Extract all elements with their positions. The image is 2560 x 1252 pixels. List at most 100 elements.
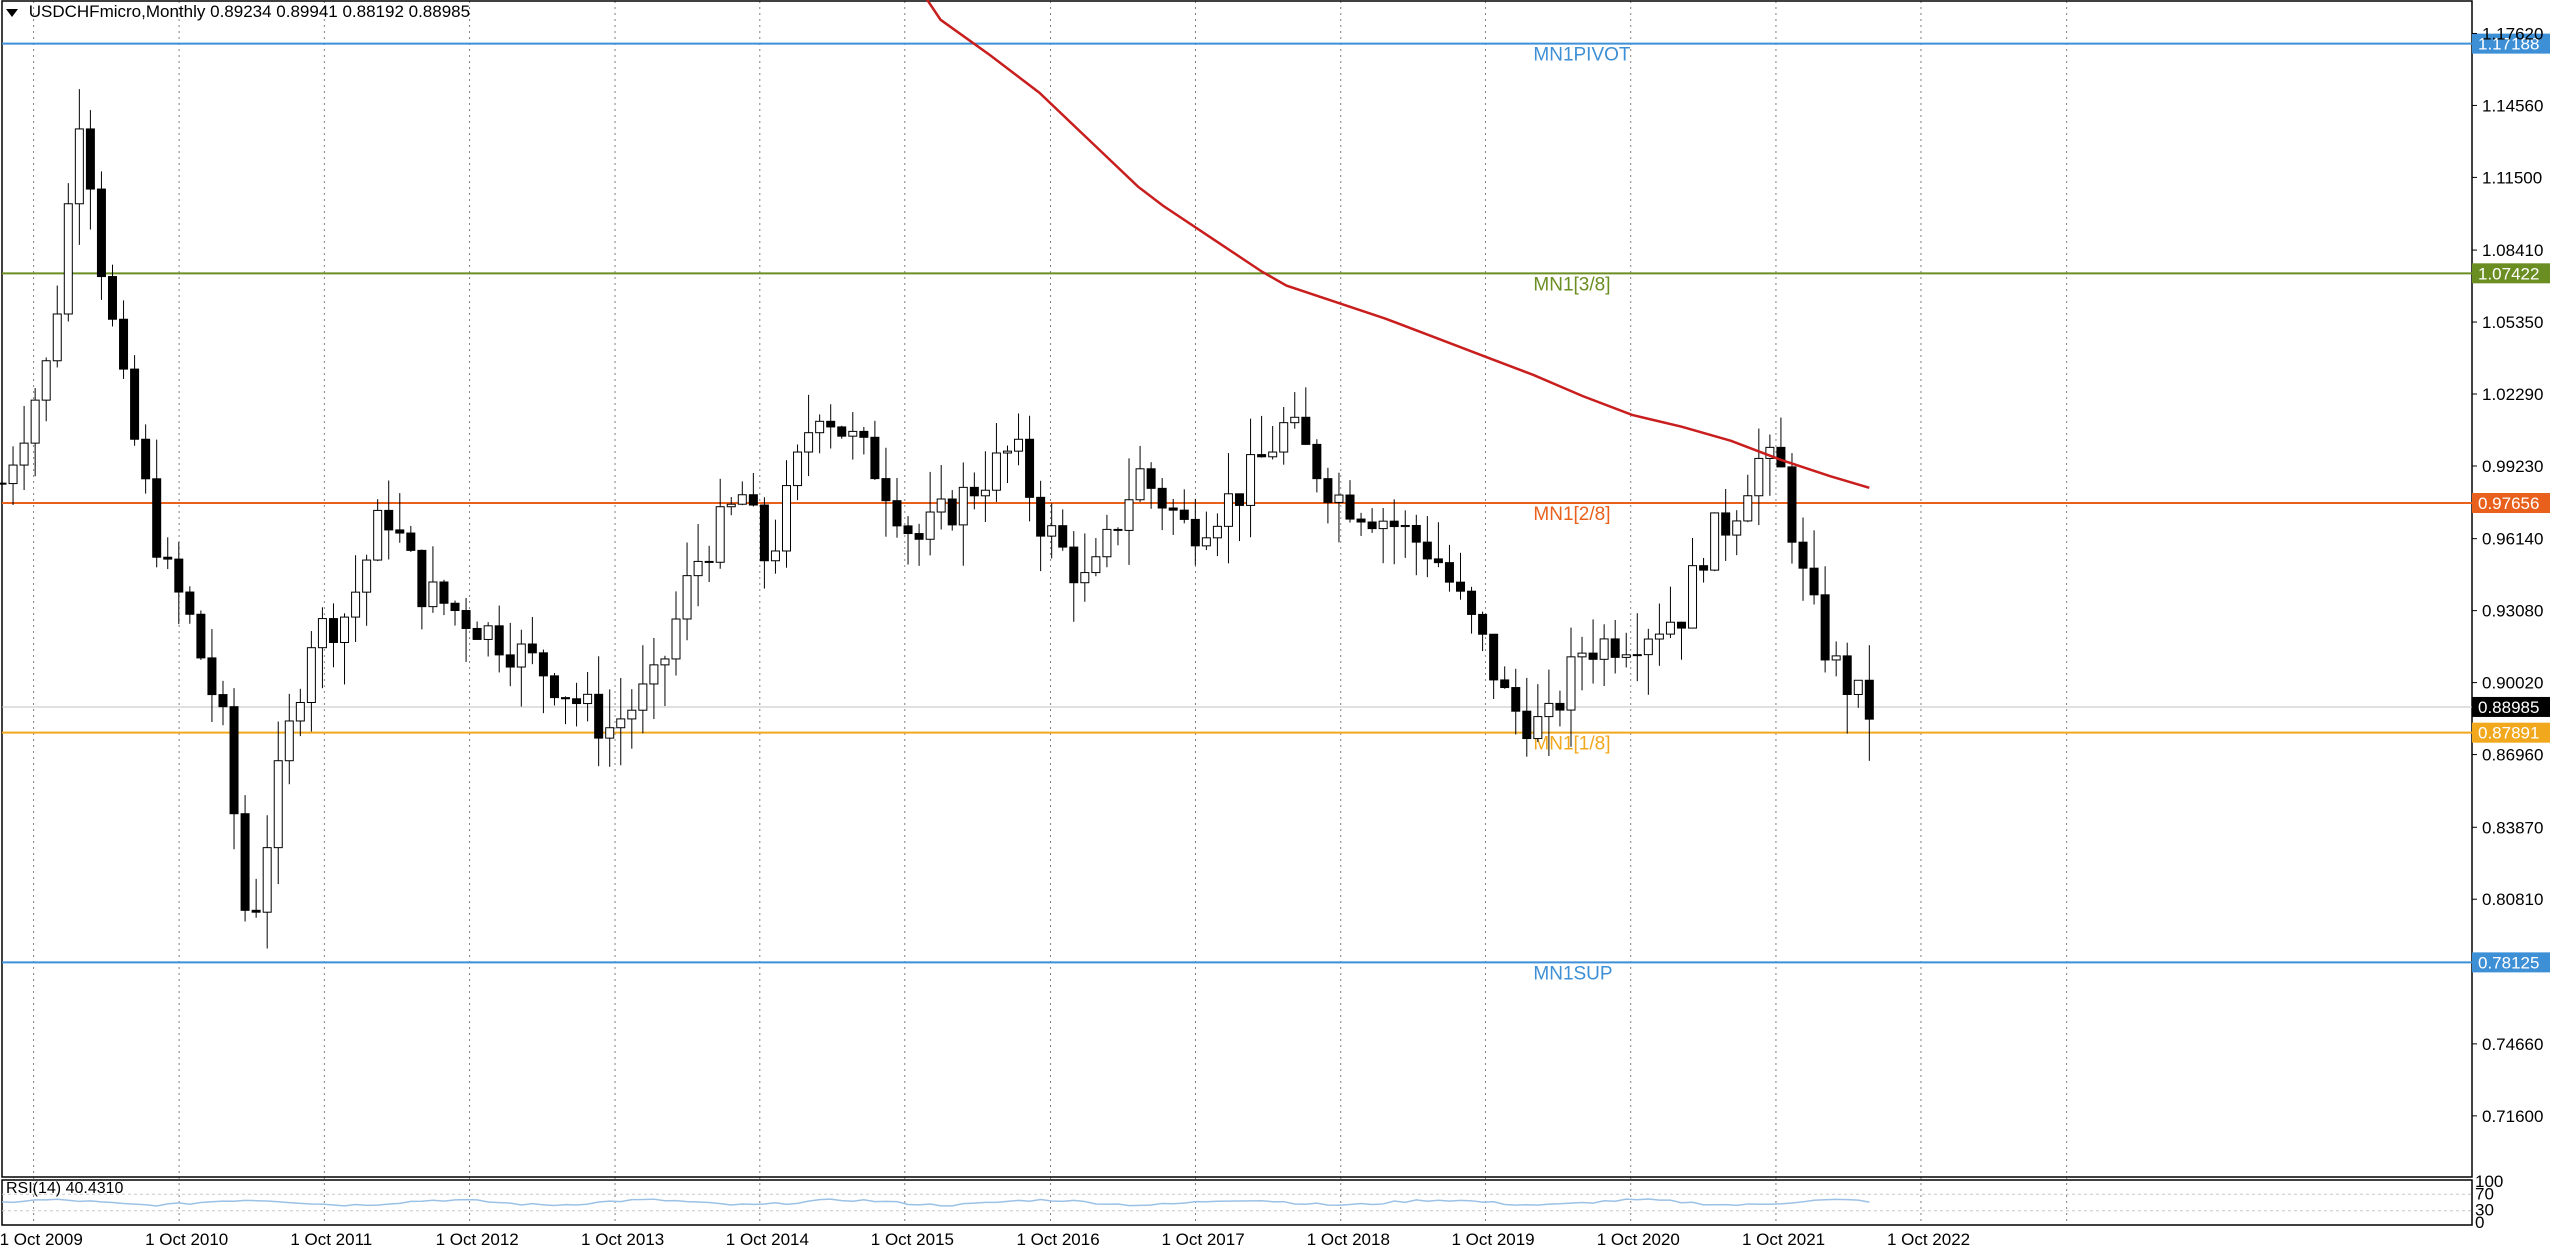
candle-body: [638, 683, 648, 711]
candle-series: [0, 89, 1874, 949]
candle-body: [306, 647, 316, 703]
candle-body: [362, 559, 372, 593]
candle-body: [1699, 565, 1709, 571]
candle-body: [1378, 520, 1388, 530]
candle-body: [759, 504, 769, 562]
chart-menu-icon[interactable]: [6, 8, 18, 17]
candle-body: [1223, 493, 1233, 527]
candle-body: [1411, 524, 1421, 543]
current-price-tag: [2472, 696, 2550, 717]
candle-body: [384, 509, 394, 531]
candle-body: [1610, 638, 1620, 658]
rsi-scale-label: 0: [2475, 1213, 2484, 1232]
candle-body: [1047, 525, 1057, 537]
candle-body: [85, 128, 95, 190]
x-tick-label: 1 Oct 2014: [726, 1230, 809, 1249]
candle-body: [52, 313, 62, 362]
candle-body: [1853, 679, 1863, 695]
candle-body: [991, 452, 1001, 491]
candle-body: [1665, 621, 1675, 635]
y-tick-label: 1.05350: [2482, 313, 2543, 332]
candle-body: [351, 591, 361, 618]
candle-body: [748, 494, 758, 506]
price-axis: 1.17620 1.14560 1.11500 1.08410 1.05350 1.022…: [2472, 24, 2543, 1126]
candle-body: [1511, 687, 1521, 712]
candle-body: [41, 360, 51, 401]
candle-body: [549, 675, 559, 699]
candle-body: [881, 478, 891, 502]
candle-body: [273, 760, 283, 849]
candle-body: [174, 558, 184, 593]
candle-body: [616, 718, 626, 729]
candle-body: [859, 430, 869, 438]
candle-body: [1146, 468, 1156, 489]
candle-body: [317, 618, 327, 649]
x-tick-label: 1 Oct 2012: [436, 1230, 519, 1249]
time-axis: 1 Oct 2009 1 Oct 2010 1 Oct 2011 1 Oct 2012…: [0, 1230, 1970, 1249]
y-tick-label: 0.99230: [2482, 457, 2543, 476]
candle-body: [793, 451, 803, 487]
candle-body: [395, 529, 405, 534]
candle-body: [1179, 509, 1189, 520]
x-tick-label: 1 Oct 2018: [1307, 1230, 1390, 1249]
candle-body: [1058, 525, 1068, 548]
x-tick-label: 1 Oct 2013: [581, 1230, 664, 1249]
y-tick-label: 0.74660: [2482, 1035, 2543, 1054]
candle-body: [1279, 422, 1289, 453]
level-name: MN1PIVOT: [1533, 45, 1631, 66]
moving-average-line: [925, 0, 1870, 490]
candle-body: [627, 709, 637, 720]
candle-body: [1124, 499, 1134, 531]
candle-body: [1743, 495, 1753, 522]
level-name: MN1[2/8]: [1533, 504, 1610, 525]
candle-body: [450, 602, 460, 612]
candle-body: [483, 625, 493, 640]
candle-body: [1710, 512, 1720, 571]
y-tick-label: 0.86960: [2482, 746, 2543, 765]
y-tick-label: 0.96140: [2482, 530, 2543, 549]
candle-body: [1014, 438, 1024, 452]
candle-body: [0, 482, 7, 485]
candle-body: [980, 489, 990, 497]
candle-body: [1544, 702, 1554, 718]
candle-body: [1588, 652, 1598, 660]
candle-body: [428, 581, 438, 608]
candle-body: [240, 813, 250, 911]
candle-body: [903, 525, 913, 535]
candle-body: [605, 727, 615, 739]
level-price-text: 1.17188: [2478, 35, 2539, 54]
level-price-tag: [2472, 722, 2550, 743]
candle-body: [1632, 654, 1642, 657]
symbol-label: USDCHFmicro,Monthly: [28, 2, 206, 21]
y-tick-label: 0.80810: [2482, 890, 2543, 909]
candle-body: [1334, 494, 1344, 503]
level-price-text: 0.87891: [2478, 724, 2539, 743]
candle-body: [1688, 565, 1698, 629]
rsi-scale-label: 70: [2475, 1184, 2494, 1203]
candle-body: [96, 188, 106, 278]
candle-body: [163, 556, 173, 560]
candle-body: [660, 658, 670, 666]
candle-body: [1621, 654, 1631, 658]
candle-body: [19, 442, 29, 466]
rsi-scale-label: 100: [2475, 1172, 2503, 1191]
candle-body: [837, 426, 847, 437]
candle-body: [826, 420, 836, 428]
candle-body: [1113, 528, 1123, 531]
candle-body: [1467, 590, 1477, 615]
candle-body: [649, 664, 659, 685]
candle-body: [1433, 558, 1443, 564]
candle-body: [417, 549, 427, 608]
candle-body: [1842, 655, 1852, 695]
candle-body: [958, 486, 968, 526]
candle-body: [1091, 556, 1101, 574]
candle-body: [561, 697, 571, 700]
candle-body: [218, 694, 228, 708]
candle-body: [1754, 457, 1764, 497]
candle-body: [152, 478, 162, 558]
candle-body: [295, 701, 305, 722]
rsi-label: RSI(14) 40.4310: [6, 1180, 124, 1197]
candle-body: [340, 616, 350, 643]
